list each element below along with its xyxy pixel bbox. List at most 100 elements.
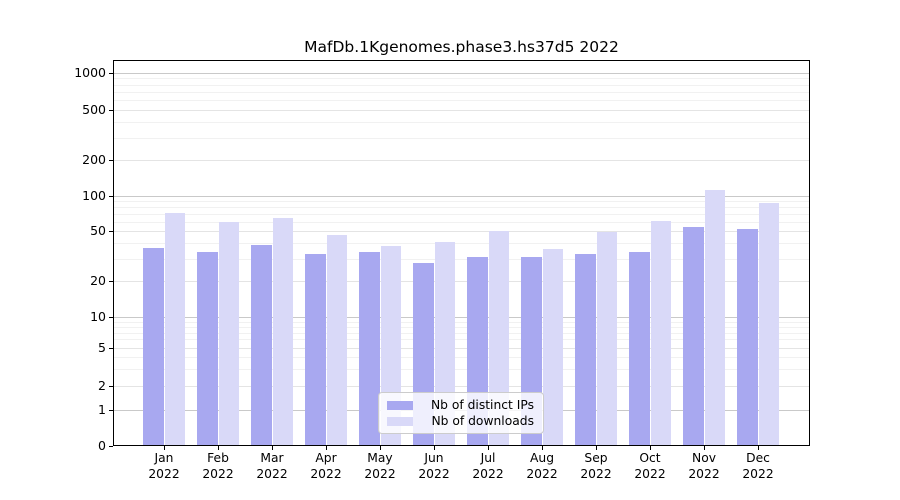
bar-distinct-ips [251,244,272,445]
major-gridline [114,110,809,111]
minor-gridline [114,259,809,260]
y-tick-mark [109,446,113,447]
plot-area [113,60,810,446]
major-gridline [114,231,809,233]
x-tick-mark [704,446,705,450]
bar-distinct-ips [197,252,218,445]
minor-gridline [114,100,809,102]
bar-downloads [272,217,293,445]
bar-distinct-ips [305,253,326,445]
x-tick-mark [488,446,489,450]
y-tick-label: 10 [90,309,106,324]
major-gridline [114,386,809,387]
minor-gridline [114,243,809,245]
y-tick-mark [109,110,113,111]
legend: Nb of distinct IPs Nb of downloads [378,392,544,434]
minor-gridline [114,122,809,124]
bar-downloads [218,222,239,445]
month-label: Aug [529,451,554,465]
minor-gridline [114,321,809,323]
x-tick-mark [272,446,273,450]
y-tick-mark [109,196,113,197]
year-label: 2022 [634,466,666,481]
y-tick-label: 200 [82,151,106,167]
month-label: Apr [315,451,337,465]
x-tick-mark [218,446,219,450]
major-gridline [114,347,809,349]
year-label: 2022 [148,466,180,481]
minor-gridline [114,207,809,209]
minor-gridline [114,214,809,216]
month-label: Sep [584,451,608,465]
x-tick-label: Oct 2022 [620,451,680,482]
month-label: Feb [207,451,229,465]
y-tick-mark [109,317,113,318]
legend-item: Nb of distinct IPs [387,398,534,413]
x-tick-mark [596,446,597,450]
year-label: 2022 [202,466,234,481]
x-tick-label: Feb 2022 [188,451,248,482]
y-tick-label: 1000 [74,64,106,80]
bar-downloads [326,234,347,445]
minor-gridline [114,339,809,341]
y-tick-label: 500 [82,102,106,117]
distinct-ips-swatch [387,401,413,410]
y-tick-mark [109,347,113,349]
minor-gridline [114,332,809,334]
y-tick-label: 20 [90,273,106,288]
minor-gridline [114,78,809,80]
y-tick-mark [109,231,113,233]
y-tick-label: 2 [98,378,106,393]
x-tick-mark [650,446,651,450]
legend-label: Nb of distinct IPs [430,398,534,412]
year-label: 2022 [688,466,720,481]
year-label: 2022 [418,466,450,481]
major-gridline [114,72,809,74]
bar-distinct-ips [143,247,164,445]
y-tick-label: 100 [82,188,106,203]
major-gridline [114,196,809,197]
y-tick-label: 0 [98,438,106,453]
year-label: 2022 [580,466,612,481]
minor-gridline [114,326,809,328]
month-label: Jan [154,451,174,465]
bar-downloads [650,221,671,445]
x-tick-label: Jun 2022 [404,451,464,482]
x-tick-mark [542,446,543,450]
month-label: Jul [480,451,496,465]
x-tick-label: May 2022 [350,451,410,482]
bar-downloads [758,202,779,445]
month-label: Oct [639,451,661,465]
bar-distinct-ips [683,227,704,445]
major-gridline [114,159,809,161]
x-tick-label: Mar 2022 [242,451,302,482]
major-gridline [114,281,809,282]
y-tick-label: 1 [98,401,106,417]
x-tick-label: Apr 2022 [296,451,356,482]
year-label: 2022 [310,466,342,481]
x-tick-mark [326,446,327,450]
minor-gridline [114,356,809,358]
minor-gridline [114,368,809,370]
month-label: Jun [424,451,444,465]
legend-label: Nb of downloads [431,414,534,428]
bar-distinct-ips [575,253,596,445]
bar-downloads [164,212,185,445]
y-tick-label: 5 [98,339,106,355]
minor-gridline [114,222,809,223]
bar-downloads [542,249,563,445]
bar-downloads [704,189,725,445]
x-tick-mark [380,446,381,450]
bar-downloads [596,232,617,445]
legend-item: Nb of downloads [387,414,534,429]
year-label: 2022 [256,466,288,481]
y-tick-label: 50 [90,223,106,239]
bar-distinct-ips [359,252,380,445]
downloads-swatch [387,417,413,426]
y-tick-mark [109,281,113,282]
chart-title: MafDb.1Kgenomes.phase3.hs37d5 2022 [304,38,619,56]
month-label: Nov [692,451,716,465]
major-gridline [114,317,809,318]
year-label: 2022 [364,466,396,481]
minor-gridline [114,91,809,93]
